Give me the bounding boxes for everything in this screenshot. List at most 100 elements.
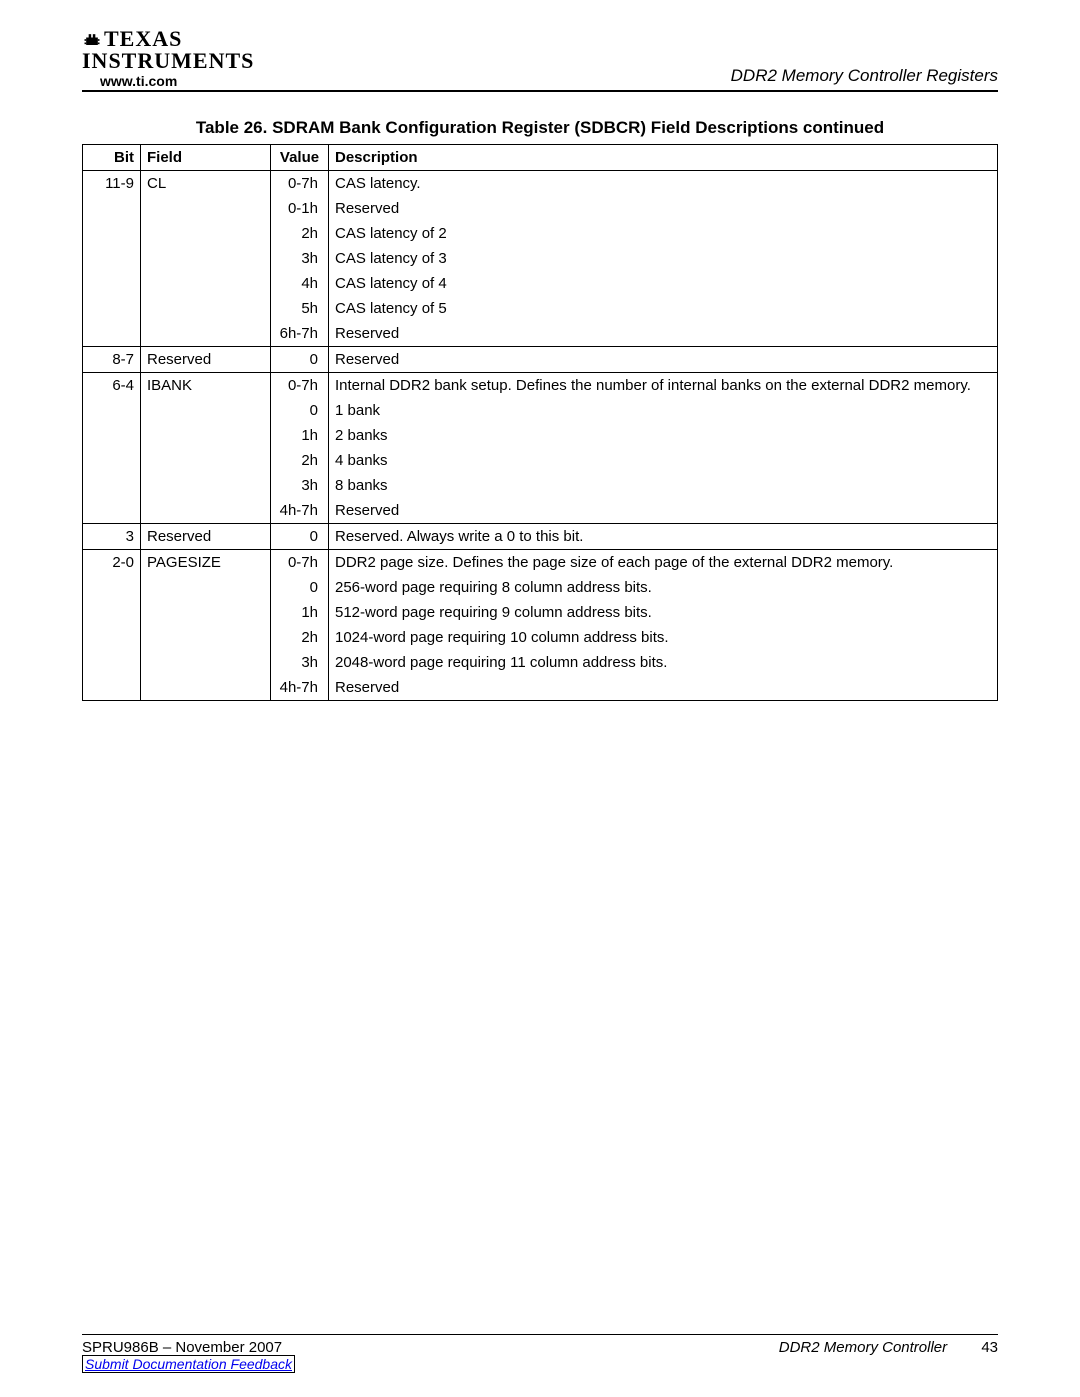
cell-value: 0 [271, 524, 329, 550]
cell-value: 3h [271, 650, 329, 675]
logo-url[interactable]: www.ti.com [100, 74, 254, 88]
cell-bit [83, 271, 141, 296]
cell-field [141, 448, 271, 473]
cell-description: CAS latency of 5 [329, 296, 998, 321]
table-row: 01 bank [83, 398, 998, 423]
logo-text-2: INSTRUMENTS [82, 50, 254, 72]
cell-field: Reserved [141, 347, 271, 373]
table-row: 5hCAS latency of 5 [83, 296, 998, 321]
table-row: 11-9CL0-7hCAS latency. [83, 171, 998, 197]
col-bit: Bit [83, 145, 141, 171]
table-row: 2hCAS latency of 2 [83, 221, 998, 246]
table-row: 6h-7hReserved [83, 321, 998, 347]
cell-description: CAS latency of 2 [329, 221, 998, 246]
cell-bit: 3 [83, 524, 141, 550]
cell-field [141, 398, 271, 423]
cell-description: 512-word page requiring 9 column address… [329, 600, 998, 625]
cell-description: Reserved [329, 498, 998, 524]
cell-description: 8 banks [329, 473, 998, 498]
table-row: 0-1hReserved [83, 196, 998, 221]
cell-value: 2h [271, 448, 329, 473]
table-header-row: Bit Field Value Description [83, 145, 998, 171]
cell-value: 0-7h [271, 550, 329, 576]
table-row: 1h2 banks [83, 423, 998, 448]
cell-bit: 2-0 [83, 550, 141, 576]
cell-value: 4h-7h [271, 675, 329, 701]
cell-bit [83, 600, 141, 625]
cell-field: Reserved [141, 524, 271, 550]
section-title: DDR2 Memory Controller Registers [731, 66, 998, 86]
cell-bit [83, 423, 141, 448]
ti-chip-icon [82, 30, 102, 50]
cell-field [141, 271, 271, 296]
cell-value: 3h [271, 246, 329, 271]
cell-field [141, 321, 271, 347]
table-row: 2-0PAGESIZE0-7hDDR2 page size. Defines t… [83, 550, 998, 576]
cell-description: 2 banks [329, 423, 998, 448]
footer-title: DDR2 Memory Controller [779, 1339, 947, 1356]
cell-bit [83, 498, 141, 524]
cell-field [141, 498, 271, 524]
table-row: 0256-word page requiring 8 column addres… [83, 575, 998, 600]
cell-field [141, 575, 271, 600]
col-value: Value [271, 145, 329, 171]
cell-bit [83, 448, 141, 473]
cell-description: CAS latency. [329, 171, 998, 197]
table-row: 4h-7hReserved [83, 498, 998, 524]
col-field: Field [141, 145, 271, 171]
cell-bit [83, 625, 141, 650]
cell-value: 0-1h [271, 196, 329, 221]
cell-value: 2h [271, 625, 329, 650]
cell-value: 0 [271, 575, 329, 600]
doc-id: SPRU986B – November 2007 [82, 1339, 282, 1356]
cell-bit [83, 473, 141, 498]
cell-bit [83, 296, 141, 321]
table-row: 4h-7hReserved [83, 675, 998, 701]
cell-field: CL [141, 171, 271, 197]
cell-description: Reserved. Always write a 0 to this bit. [329, 524, 998, 550]
cell-bit: 11-9 [83, 171, 141, 197]
cell-bit: 6-4 [83, 373, 141, 399]
cell-field [141, 675, 271, 701]
cell-value: 0-7h [271, 171, 329, 197]
register-table: Bit Field Value Description 11-9CL0-7hCA… [82, 144, 998, 701]
cell-value: 2h [271, 221, 329, 246]
cell-bit: 8-7 [83, 347, 141, 373]
cell-value: 6h-7h [271, 321, 329, 347]
cell-description: CAS latency of 4 [329, 271, 998, 296]
cell-description: Reserved [329, 675, 998, 701]
cell-bit [83, 675, 141, 701]
cell-value: 1h [271, 423, 329, 448]
cell-value: 0-7h [271, 373, 329, 399]
cell-value: 4h-7h [271, 498, 329, 524]
table-row: 3hCAS latency of 3 [83, 246, 998, 271]
cell-description: 1 bank [329, 398, 998, 423]
cell-bit [83, 650, 141, 675]
col-description: Description [329, 145, 998, 171]
cell-value: 5h [271, 296, 329, 321]
cell-field [141, 246, 271, 271]
cell-bit [83, 196, 141, 221]
cell-value: 3h [271, 473, 329, 498]
table-row: 3h8 banks [83, 473, 998, 498]
cell-description: Reserved [329, 321, 998, 347]
cell-bit [83, 221, 141, 246]
cell-value: 0 [271, 398, 329, 423]
page-header: TEXAS INSTRUMENTS www.ti.com DDR2 Memory… [82, 28, 998, 92]
cell-description: Internal DDR2 bank setup. Defines the nu… [329, 373, 998, 399]
table-row: 3h2048-word page requiring 11 column add… [83, 650, 998, 675]
table-row: 1h512-word page requiring 9 column addre… [83, 600, 998, 625]
cell-description: Reserved [329, 347, 998, 373]
cell-field [141, 625, 271, 650]
cell-bit [83, 321, 141, 347]
table-row: 3Reserved0Reserved. Always write a 0 to … [83, 524, 998, 550]
feedback-link[interactable]: Submit Documentation Feedback [82, 1355, 295, 1373]
cell-description: 4 banks [329, 448, 998, 473]
cell-bit [83, 398, 141, 423]
cell-value: 0 [271, 347, 329, 373]
table-caption: Table 26. SDRAM Bank Configuration Regis… [82, 118, 998, 138]
cell-field: IBANK [141, 373, 271, 399]
cell-description: CAS latency of 3 [329, 246, 998, 271]
table-row: 2h1024-word page requiring 10 column add… [83, 625, 998, 650]
table-row: 2h4 banks [83, 448, 998, 473]
